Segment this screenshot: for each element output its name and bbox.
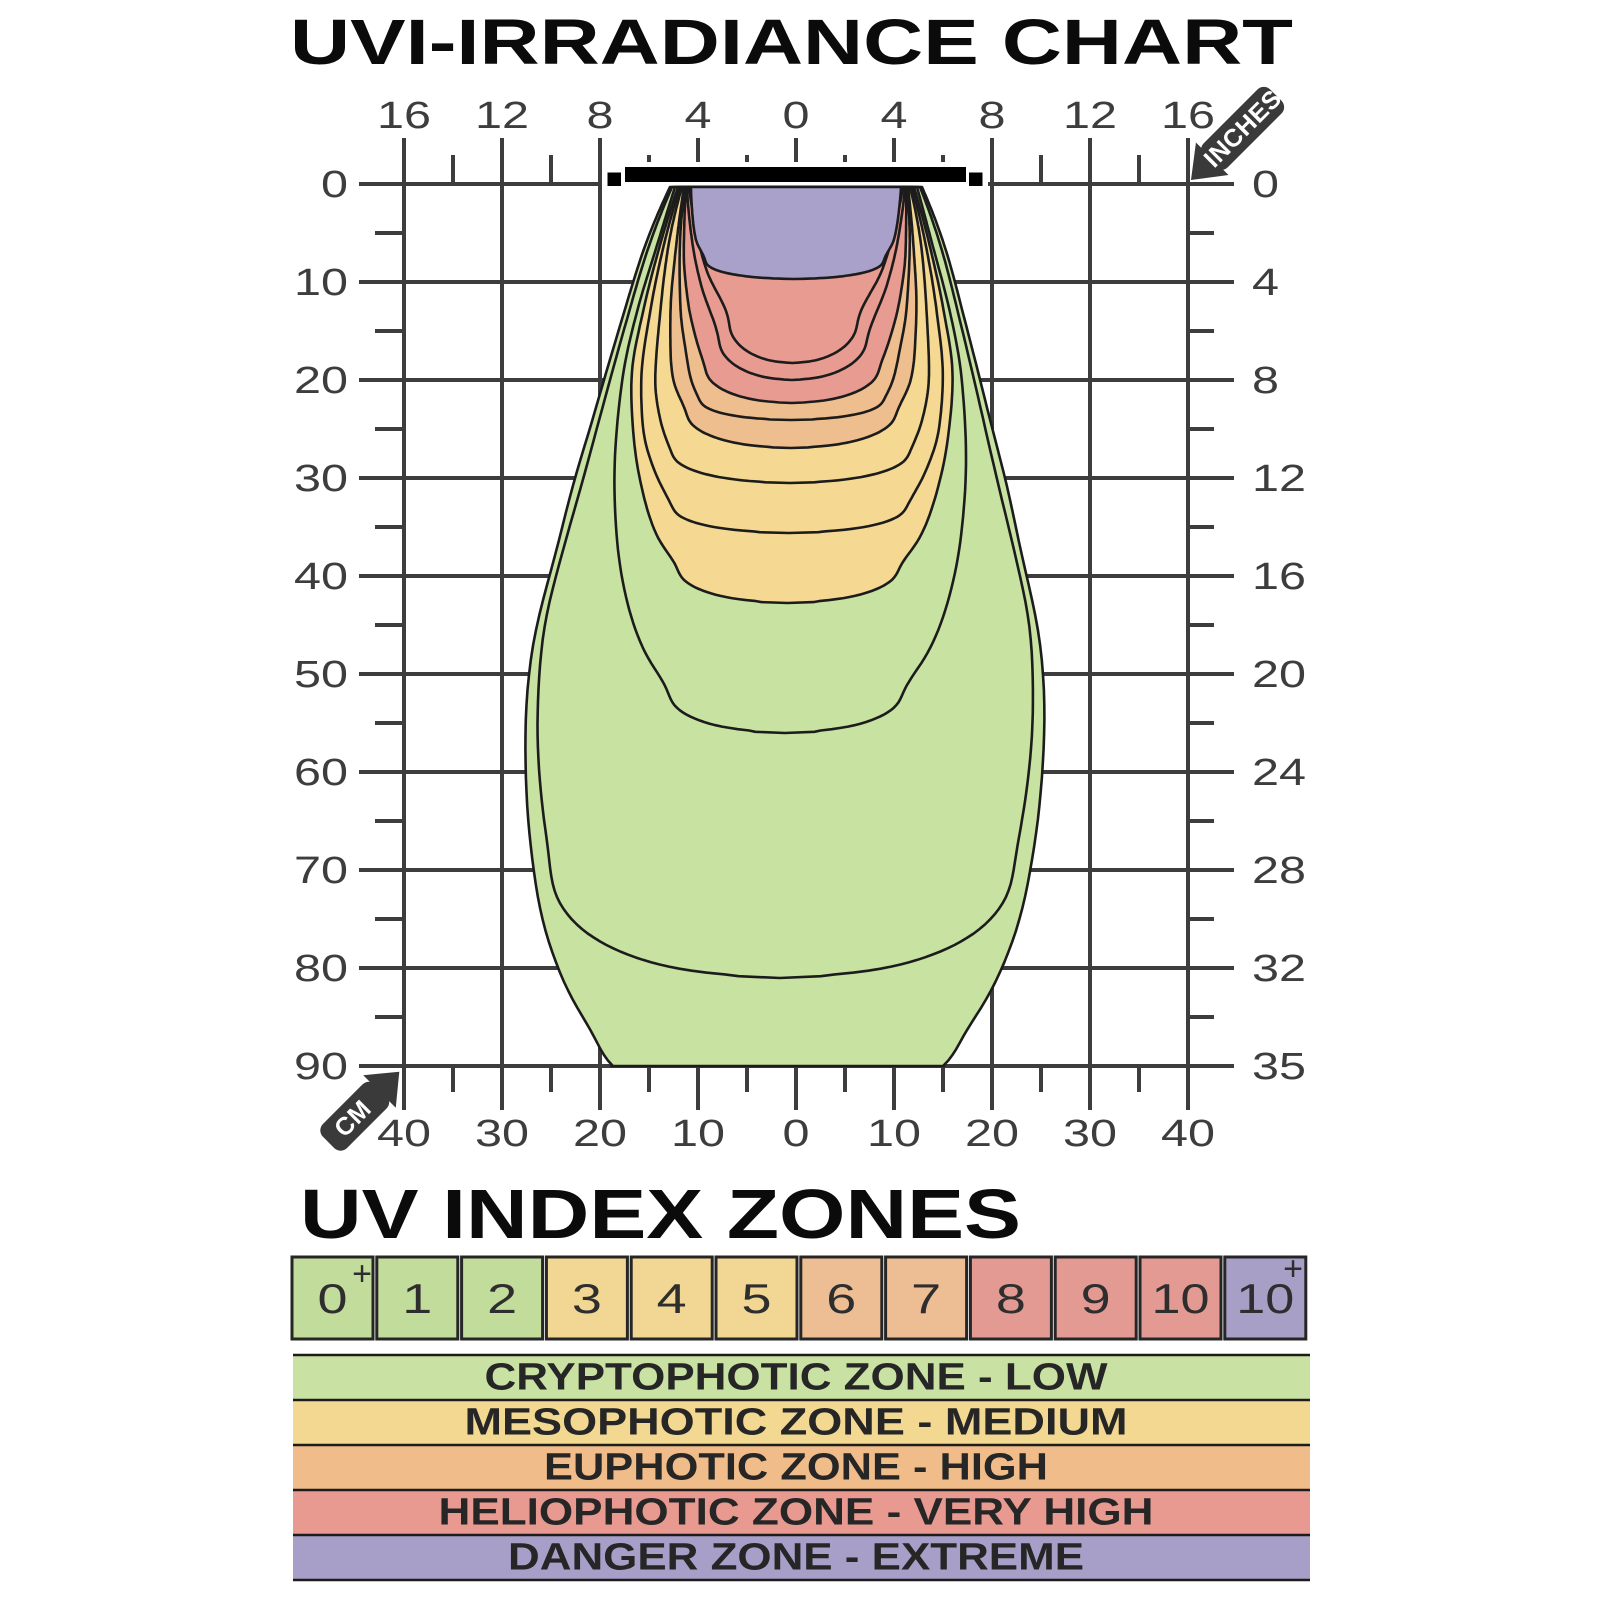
svg-text:7: 7	[911, 1275, 941, 1322]
svg-text:80: 80	[294, 948, 348, 990]
svg-text:35: 35	[1252, 1046, 1306, 1088]
svg-text:20: 20	[294, 360, 348, 402]
svg-text:MESOPHOTIC ZONE - MEDIUM: MESOPHOTIC ZONE - MEDIUM	[465, 1402, 1128, 1444]
svg-text:0: 0	[1252, 164, 1279, 206]
svg-text:20: 20	[573, 1113, 627, 1155]
svg-text:16: 16	[1252, 556, 1306, 598]
svg-text:UV INDEX ZONES: UV INDEX ZONES	[300, 1175, 1021, 1253]
svg-text:HELIOPHOTIC ZONE - VERY HIGH: HELIOPHOTIC ZONE - VERY HIGH	[439, 1492, 1154, 1534]
svg-text:0: 0	[321, 164, 348, 206]
svg-text:16: 16	[377, 95, 431, 137]
svg-text:28: 28	[1252, 850, 1306, 892]
svg-text:40: 40	[377, 1113, 431, 1155]
svg-text:70: 70	[294, 850, 348, 892]
svg-text:CRYPTOPHOTIC ZONE - LOW: CRYPTOPHOTIC ZONE - LOW	[485, 1357, 1108, 1399]
svg-text:3: 3	[572, 1275, 602, 1322]
svg-text:24: 24	[1252, 752, 1306, 794]
svg-text:0: 0	[783, 95, 810, 137]
svg-text:9: 9	[1081, 1275, 1111, 1322]
svg-text:8: 8	[587, 95, 614, 137]
svg-text:0: 0	[783, 1113, 810, 1155]
svg-text:10: 10	[294, 262, 348, 304]
svg-text:8: 8	[1252, 360, 1279, 402]
svg-text:2: 2	[487, 1275, 517, 1322]
svg-text:8: 8	[979, 95, 1006, 137]
svg-text:30: 30	[475, 1113, 529, 1155]
svg-text:8: 8	[996, 1275, 1026, 1322]
svg-text:20: 20	[965, 1113, 1019, 1155]
svg-text:UVI-IRRADIANCE CHART: UVI-IRRADIANCE CHART	[290, 6, 1293, 78]
svg-text:12: 12	[1252, 458, 1306, 500]
svg-text:+: +	[352, 1255, 372, 1293]
svg-text:12: 12	[475, 95, 529, 137]
svg-text:32: 32	[1252, 948, 1306, 990]
svg-text:30: 30	[1063, 1113, 1117, 1155]
svg-text:10: 10	[1236, 1275, 1294, 1322]
svg-text:20: 20	[1252, 654, 1306, 696]
svg-text:4: 4	[1252, 262, 1279, 304]
svg-text:4: 4	[685, 95, 712, 137]
svg-text:DANGER ZONE - EXTREME: DANGER ZONE - EXTREME	[508, 1537, 1084, 1579]
svg-text:60: 60	[294, 752, 348, 794]
svg-text:12: 12	[1063, 95, 1117, 137]
svg-text:0: 0	[318, 1275, 348, 1322]
svg-text:10: 10	[1152, 1275, 1210, 1322]
svg-text:10: 10	[867, 1113, 921, 1155]
svg-text:6: 6	[826, 1275, 856, 1322]
svg-text:50: 50	[294, 654, 348, 696]
svg-text:40: 40	[1161, 1113, 1215, 1155]
svg-text:EUPHOTIC ZONE - HIGH: EUPHOTIC ZONE - HIGH	[544, 1447, 1048, 1489]
svg-text:40: 40	[294, 556, 348, 598]
svg-text:1: 1	[402, 1275, 432, 1322]
svg-text:4: 4	[657, 1275, 687, 1322]
svg-text:16: 16	[1161, 95, 1215, 137]
svg-text:+: +	[1283, 1250, 1303, 1288]
svg-text:4: 4	[881, 95, 908, 137]
svg-text:5: 5	[742, 1275, 772, 1322]
svg-text:90: 90	[294, 1046, 348, 1088]
svg-text:10: 10	[671, 1113, 725, 1155]
svg-text:30: 30	[294, 458, 348, 500]
